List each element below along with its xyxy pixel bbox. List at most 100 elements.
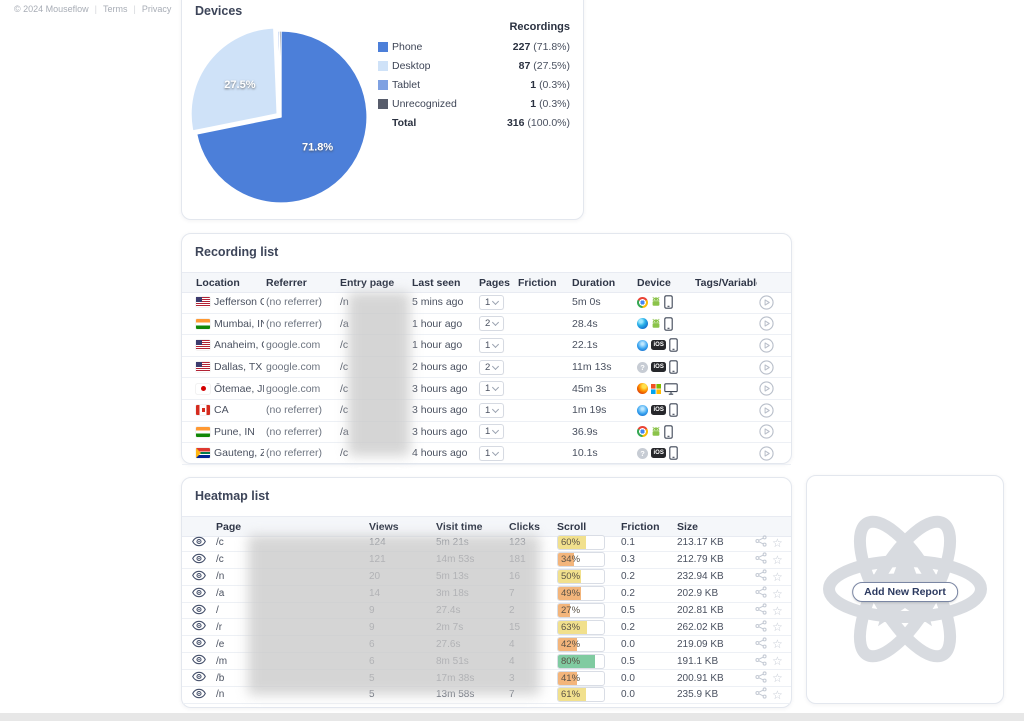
add-new-report-button[interactable]: Add New Report [852,582,958,602]
column-header-location[interactable]: Location [196,276,240,289]
column-header-device[interactable]: Device [637,276,671,289]
share-icon[interactable] [755,637,767,652]
country-flag-icon [196,448,210,459]
share-icon[interactable] [755,620,767,635]
column-header-friction[interactable]: Friction [621,520,660,533]
legend-value: 1 (0.3%) [530,98,570,110]
column-header-tags[interactable]: Tags/Variables [695,276,757,289]
recording-row[interactable]: CA (no referrer) /c 3 hours ago 1 1m 19s… [182,400,791,422]
heatmap-page[interactable]: /b [216,672,225,684]
star-favorite-icon[interactable]: ☆ [772,687,783,702]
recording-row[interactable]: Ōtemae, JP google.com /c 3 hours ago 1 4… [182,378,791,400]
column-header-referrer[interactable]: Referrer [266,276,307,289]
share-icon[interactable] [755,670,767,686]
pages-dropdown[interactable]: 1 [479,337,505,353]
phone-device-icon [669,446,679,461]
pages-dropdown[interactable]: 2 [479,316,505,332]
edge-browser-icon [637,318,648,330]
view-heatmap-button[interactable] [190,570,214,584]
heatmap-page[interactable]: /n [216,689,225,701]
share-icon[interactable] [755,569,767,584]
pie-slice-label: 71.8% [302,142,333,154]
heatmap-page[interactable]: /c [216,537,224,549]
recording-row[interactable]: Gauteng, ZA (no referrer) /c 4 hours ago… [182,443,791,465]
star-favorite-icon[interactable]: ☆ [772,569,783,584]
play-recording-button[interactable] [757,381,791,396]
column-header-clicks[interactable]: Clicks [509,520,540,533]
view-heatmap-button[interactable] [190,604,214,618]
recording-row[interactable]: Dallas, TX google.com /c 2 hours ago 2 1… [182,357,791,379]
view-heatmap-button[interactable] [190,671,214,685]
legend-value: 1 (0.3%) [530,79,570,91]
star-favorite-icon[interactable]: ☆ [772,654,783,669]
star-favorite-icon[interactable]: ☆ [772,620,783,635]
play-recording-button[interactable] [757,295,791,310]
view-heatmap-button[interactable] [190,637,214,651]
pages-dropdown[interactable]: 1 [479,294,505,310]
recording-last-seen: 1 hour ago [412,317,463,330]
column-header-friction[interactable]: Friction [518,276,557,289]
heatmap-page[interactable]: /n [216,571,225,583]
pages-dropdown[interactable]: 1 [479,381,505,397]
column-header-scroll[interactable]: Scroll [557,520,587,533]
share-icon[interactable] [755,687,767,702]
column-header-pages[interactable]: Pages [479,276,510,289]
view-heatmap-button[interactable] [190,536,214,550]
view-heatmap-button[interactable] [190,587,214,601]
heatmap-friction: 0.2 [621,621,635,633]
heatmap-page[interactable]: / [216,605,219,616]
star-favorite-icon[interactable]: ☆ [772,603,783,618]
recording-row[interactable]: Mumbai, IN (no referrer) /a 1 hour ago 2… [182,314,791,336]
share-icon[interactable] [755,535,767,550]
column-header-size[interactable]: Size [677,520,699,533]
heatmap-size: 202.81 KB [677,605,724,616]
view-heatmap-button[interactable] [190,688,214,702]
share-icon[interactable] [755,586,767,601]
legend-count: 227 [512,40,531,53]
play-recording-button[interactable] [757,338,791,353]
heatmap-page[interactable]: /e [216,638,225,650]
star-favorite-icon[interactable]: ☆ [772,552,783,567]
heatmap-row[interactable]: /n 5 13m 58s 7 61% 0.0 235.9 KB ☆ [182,687,791,704]
star-favorite-icon[interactable]: ☆ [772,586,783,601]
privacy-link[interactable]: Privacy [141,4,172,14]
recording-row[interactable]: Anaheim, CA google.com /c 1 hour ago 1 2… [182,335,791,357]
recording-row[interactable]: Jefferson Ci... (no referrer) /n 5 mins … [182,292,791,314]
heatmap-page[interactable]: /c [216,554,224,566]
legend-count: 87 [518,59,531,72]
star-favorite-icon[interactable]: ☆ [772,535,783,550]
pages-dropdown[interactable]: 1 [479,445,505,461]
view-heatmap-button[interactable] [190,553,214,567]
recording-entry-page: /c [340,447,349,460]
pages-dropdown[interactable]: 1 [479,424,505,440]
play-recording-button[interactable] [757,424,791,439]
star-favorite-icon[interactable]: ☆ [772,637,783,652]
column-header-entry-page[interactable]: Entry page [340,276,395,289]
play-recording-button[interactable] [757,403,791,418]
heatmap-page[interactable]: /a [216,588,225,600]
view-heatmap-button[interactable] [190,654,214,668]
terms-link[interactable]: Terms [103,4,128,14]
play-recording-button[interactable] [757,446,791,461]
share-icon[interactable] [755,552,767,567]
unknown-browser-icon [637,361,648,373]
pages-dropdown[interactable]: 1 [479,402,505,418]
share-icon[interactable] [755,603,767,618]
recording-row[interactable]: Pune, IN (no referrer) /a 3 hours ago 1 … [182,422,791,444]
view-heatmap-button[interactable] [190,620,214,634]
chevron-down-icon [492,384,500,392]
column-header-page[interactable]: Page [216,520,242,533]
play-recording-button[interactable] [757,359,791,375]
column-header-duration[interactable]: Duration [572,276,616,289]
pages-cell: 2 [477,359,516,375]
column-header-views[interactable]: Views [369,520,399,533]
heatmap-page[interactable]: /r [216,621,223,633]
column-header-visit-time[interactable]: Visit time [436,520,483,533]
play-recording-button[interactable] [757,316,791,332]
play-icon [759,446,774,461]
share-icon[interactable] [755,654,767,669]
pages-dropdown[interactable]: 2 [479,359,505,375]
column-header-last-seen[interactable]: Last seen [412,276,461,289]
heatmap-page[interactable]: /m [216,655,228,667]
star-favorite-icon[interactable]: ☆ [772,671,783,686]
